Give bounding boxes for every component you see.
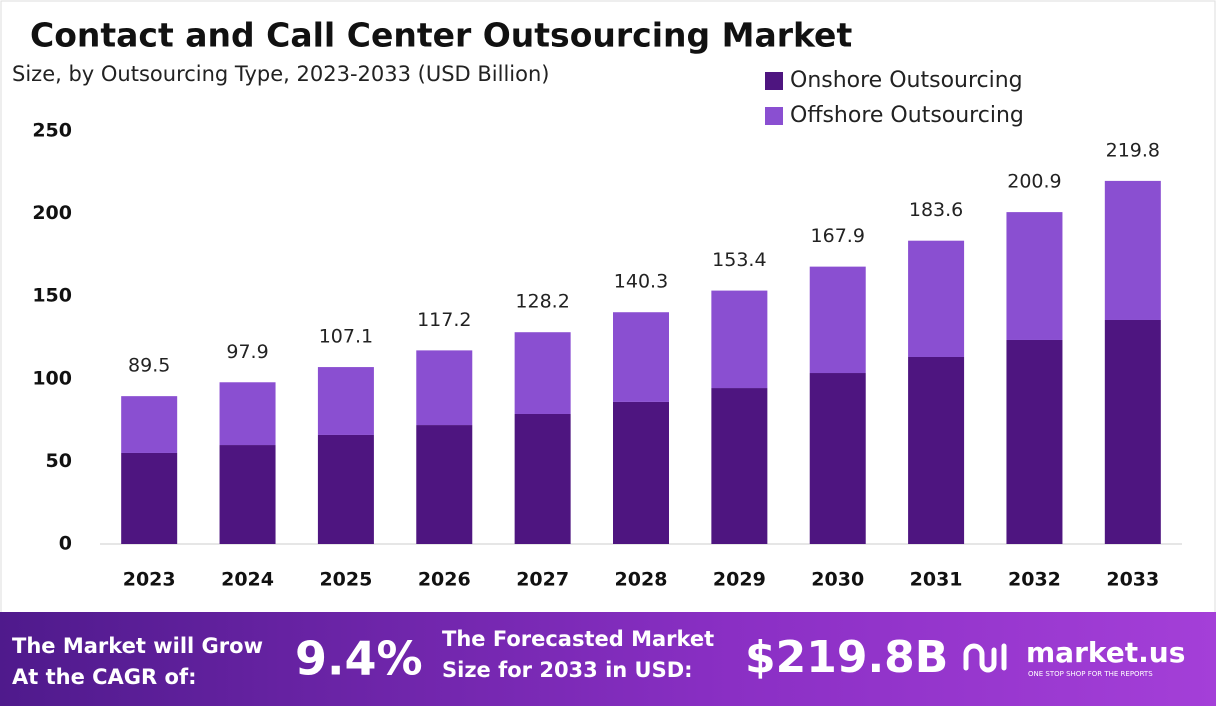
y-tick-label: 50 <box>46 450 72 472</box>
x-tick-label: 2030 <box>811 569 864 591</box>
cagr-label: The Market will Grow <box>12 634 263 658</box>
bar-segment <box>121 452 178 544</box>
x-tick-label: 2023 <box>123 569 176 591</box>
bar-segment <box>1104 319 1161 544</box>
total-label: 89.5 <box>128 355 170 377</box>
bar-segment <box>219 445 276 544</box>
bar-segment <box>416 425 473 544</box>
bar-segment <box>416 350 473 426</box>
bar-segment <box>613 401 669 544</box>
bar-segment <box>121 396 178 453</box>
bar-segment <box>1006 212 1063 340</box>
bar-segment <box>514 332 571 414</box>
x-tick-label: 2026 <box>418 569 471 591</box>
y-tick-label: 150 <box>32 285 72 307</box>
bar-segment <box>613 312 669 402</box>
x-tick-label: 2025 <box>319 569 372 591</box>
legend-label: Offshore Outsourcing <box>790 103 1024 128</box>
total-label: 183.6 <box>909 199 963 221</box>
bar-segment <box>711 388 768 544</box>
legend-swatch <box>765 107 783 125</box>
bar-segment <box>908 356 965 544</box>
chart-subtitle: Size, by Outsourcing Type, 2023-2033 (US… <box>12 62 550 86</box>
bar-segment <box>809 373 866 544</box>
cagr-label: At the CAGR of: <box>12 665 197 689</box>
x-tick-label: 2032 <box>1008 569 1061 591</box>
total-label: 167.9 <box>811 225 865 247</box>
x-tick-label: 2033 <box>1106 569 1159 591</box>
total-label: 200.9 <box>1007 171 1061 193</box>
brand-logo <box>963 643 1007 673</box>
total-label: 107.1 <box>319 326 373 348</box>
x-tick-label: 2028 <box>615 569 668 591</box>
chart-title: Contact and Call Center Outsourcing Mark… <box>30 16 852 55</box>
brand-tagline: ONE STOP SHOP FOR THE REPORTS <box>1028 670 1153 678</box>
bar-segment <box>317 434 374 544</box>
total-label: 219.8 <box>1106 139 1160 161</box>
cagr-value: 9.4% <box>295 632 423 686</box>
bar-segment <box>1006 339 1063 544</box>
bar-segment <box>219 382 276 446</box>
y-tick-label: 100 <box>32 367 72 389</box>
forecast-label: The Forecasted Market <box>442 627 714 651</box>
legend-label: Onshore Outsourcing <box>790 68 1023 93</box>
brand-name: market.us <box>1026 636 1185 669</box>
x-tick-label: 2024 <box>221 569 274 591</box>
x-tick-label: 2029 <box>713 569 766 591</box>
forecast-label: Size for 2033 in USD: <box>442 658 693 682</box>
footer-banner <box>0 612 1216 706</box>
total-label: 128.2 <box>515 291 569 313</box>
bar-segment <box>514 413 571 544</box>
total-label: 153.4 <box>712 249 766 271</box>
y-tick-label: 200 <box>32 202 72 224</box>
x-tick-label: 2027 <box>516 569 569 591</box>
bar-segment <box>908 240 965 357</box>
x-tick-label: 2031 <box>910 569 963 591</box>
forecast-value: $219.8B <box>745 632 948 683</box>
bar-segment <box>317 367 374 435</box>
bar-segment <box>711 290 768 389</box>
total-label: 140.3 <box>614 271 668 293</box>
bar-segment <box>809 266 866 374</box>
total-label: 117.2 <box>417 309 471 331</box>
y-tick-label: 250 <box>32 120 72 142</box>
bar-segment <box>1104 180 1161 320</box>
legend-swatch <box>765 72 783 90</box>
y-tick-label: 0 <box>59 533 72 555</box>
total-label: 97.9 <box>226 341 268 363</box>
